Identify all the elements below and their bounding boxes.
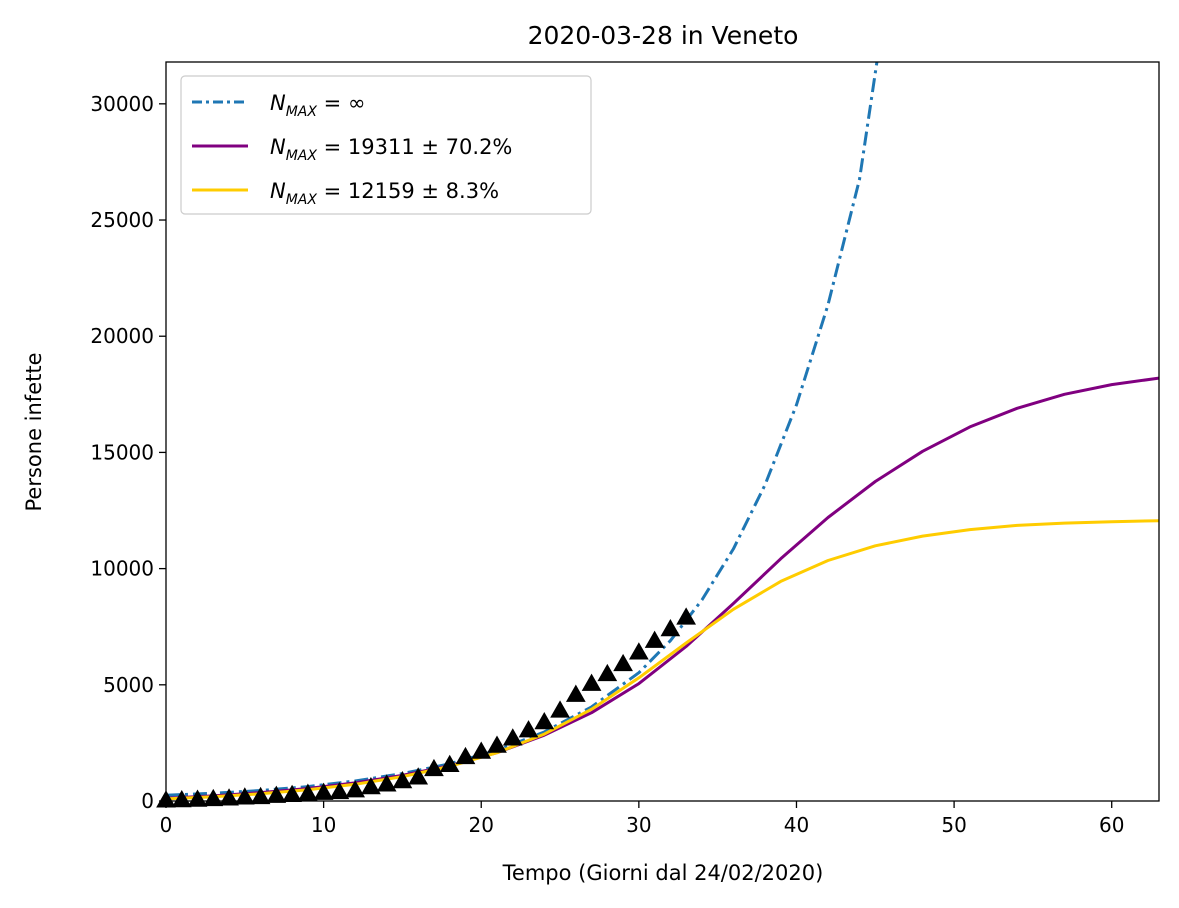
- observed-point: [329, 781, 350, 800]
- observed-point: [234, 787, 255, 805]
- y-tick-label: 20000: [90, 324, 154, 348]
- x-tick-label: 20: [469, 813, 494, 837]
- observed-point: [597, 663, 618, 682]
- observed-point: [676, 607, 697, 625]
- legend: NMAX = ∞ NMAX = 19311 ± 70.2% NMAX = 12159…: [180, 75, 592, 215]
- x-tick-label: 10: [311, 813, 336, 837]
- x-axis: 0 10 20 30 40 50 60: [160, 801, 1124, 837]
- observed-point: [581, 673, 602, 691]
- y-axis-label: Persone infette: [22, 352, 46, 511]
- x-tick-label: 60: [1099, 813, 1124, 837]
- y-tick-label: 30000: [90, 92, 154, 116]
- observed-point: [408, 767, 429, 785]
- legend-label-2: NMAX = 19311 ± 70.2%: [270, 135, 512, 164]
- observed-point: [644, 630, 665, 648]
- observed-point: [203, 788, 224, 807]
- observed-point: [345, 780, 366, 798]
- observed-point: [471, 741, 492, 759]
- observed-point: [297, 783, 318, 801]
- x-tick-label: 50: [941, 813, 966, 837]
- observed-point: [171, 789, 192, 808]
- observed-point: [392, 771, 413, 789]
- chart-title: 2020-03-28 in Veneto: [528, 21, 799, 50]
- observed-point: [361, 777, 381, 795]
- observed-point: [187, 789, 208, 807]
- observed-point: [487, 735, 507, 753]
- observed-point: [424, 758, 444, 777]
- x-axis-label: Tempo (Giorni dal 24/02/2020): [502, 861, 824, 885]
- y-tick-label: 10000: [90, 557, 154, 581]
- observed-markers: [156, 607, 697, 808]
- observed-point: [502, 728, 523, 746]
- y-tick-label: 0: [141, 789, 154, 813]
- legend-box: [180, 75, 592, 215]
- observed-point: [628, 642, 649, 660]
- legend-label-1: NMAX = ∞: [270, 91, 365, 120]
- x-tick-label: 0: [160, 813, 173, 837]
- observed-point: [250, 786, 271, 805]
- y-tick-label: 15000: [90, 440, 154, 464]
- observed-point: [534, 711, 555, 730]
- observed-point: [439, 754, 460, 772]
- y-tick-label: 25000: [90, 208, 154, 232]
- y-axis: 0 5000 10000 15000 20000 25000 30000: [90, 92, 166, 813]
- x-tick-label: 30: [626, 813, 651, 837]
- observed-point: [518, 720, 539, 738]
- observed-point: [565, 684, 586, 702]
- observed-point: [376, 774, 397, 792]
- observed-point: [266, 785, 287, 803]
- observed-point: [613, 653, 633, 672]
- observed-point: [313, 782, 334, 800]
- x-tick-label: 40: [784, 813, 809, 837]
- observed-point: [550, 700, 570, 718]
- observed-point: [455, 746, 476, 765]
- series-line-3: [166, 519, 1159, 801]
- legend-label-3: NMAX = 12159 ± 8.3%: [270, 179, 499, 208]
- y-tick-label: 5000: [103, 673, 154, 697]
- observed-point: [660, 619, 681, 637]
- plot-frame: [165, 61, 1160, 802]
